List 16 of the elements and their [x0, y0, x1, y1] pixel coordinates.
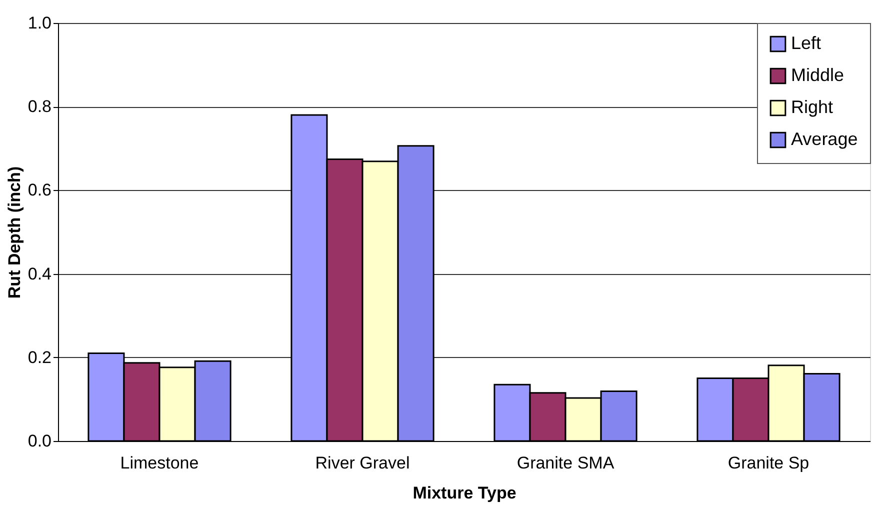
- y-tick-label: 0.2: [28, 348, 52, 367]
- y-tick-label: 0.0: [28, 432, 52, 450]
- y-tick-label: 0.6: [28, 180, 52, 200]
- x-tick-label: Granite Sp: [728, 454, 810, 472]
- x-tick-label: Granite SMA: [516, 454, 615, 472]
- x-tick-label: Limestone: [120, 454, 199, 472]
- legend-label: Left: [791, 33, 822, 53]
- legend-label: Right: [791, 97, 834, 117]
- y-tick-label: 0.8: [28, 97, 52, 116]
- y-tick-label: 0.4: [28, 264, 52, 284]
- x-axis-title: Mixture Type: [412, 484, 516, 502]
- y-axis-title: Rut Depth (inch): [4, 166, 24, 299]
- x-tick-label: River Gravel: [315, 454, 410, 472]
- y-tick-label: 1.0: [28, 14, 52, 32]
- legend-label: Average: [791, 129, 858, 149]
- legend-label: Middle: [791, 65, 844, 85]
